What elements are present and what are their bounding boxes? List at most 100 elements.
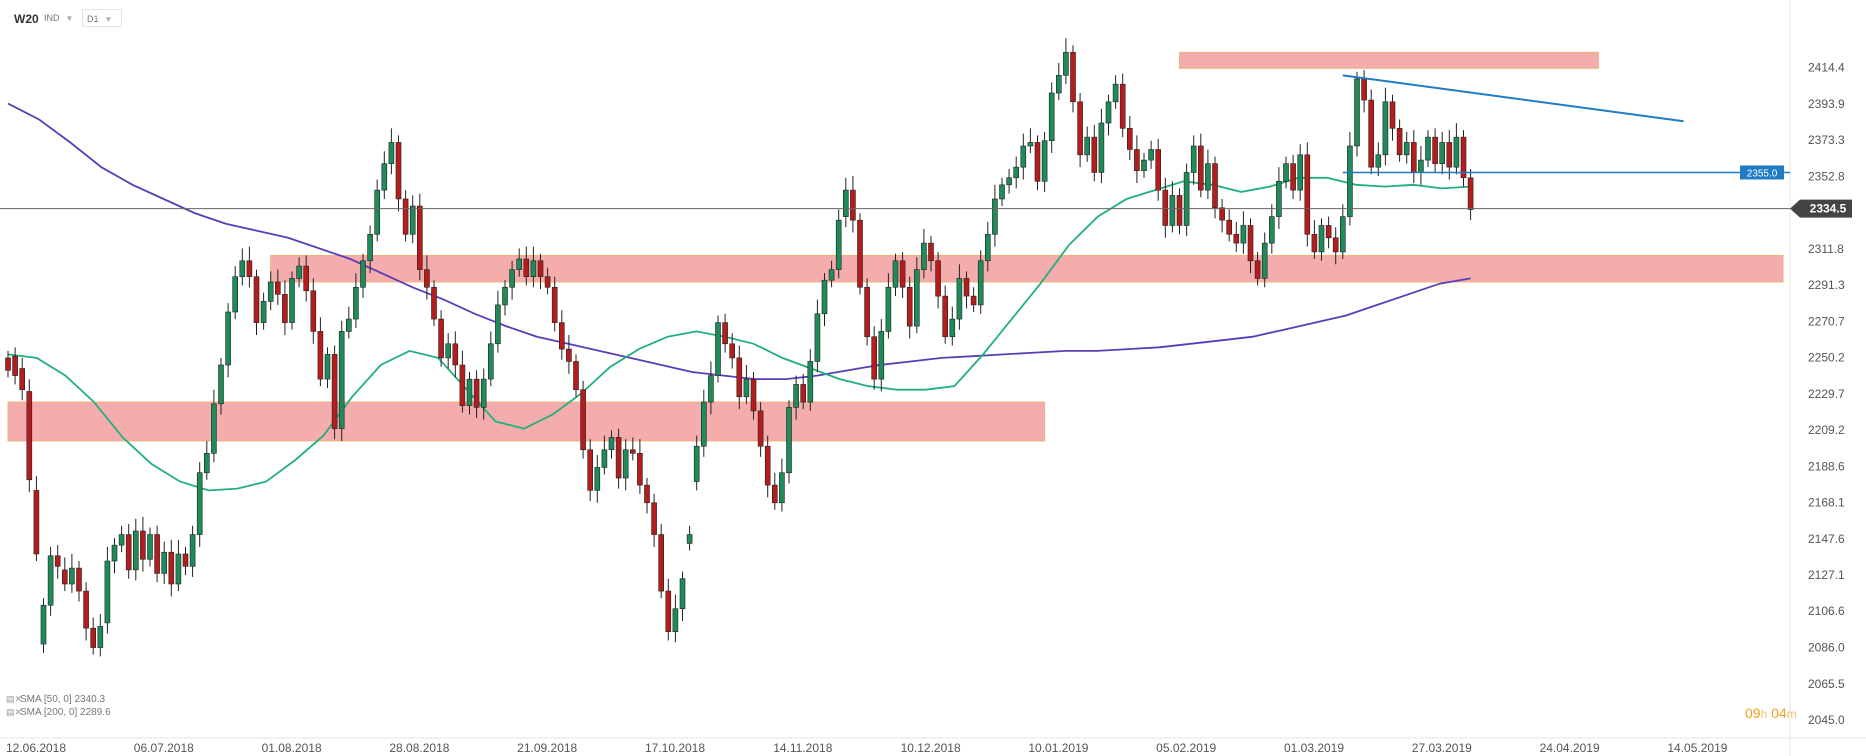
candle[interactable] <box>395 135 402 212</box>
candle[interactable] <box>793 375 799 420</box>
candle[interactable] <box>1467 168 1474 221</box>
instrument-type-dropdown[interactable]: IND ▼ <box>40 9 78 27</box>
candle[interactable] <box>1332 227 1339 265</box>
candle[interactable] <box>928 236 934 272</box>
candle[interactable] <box>310 278 317 344</box>
candle[interactable] <box>1056 62 1062 101</box>
candle[interactable] <box>629 437 636 461</box>
candle[interactable] <box>1290 154 1296 199</box>
candle[interactable] <box>800 373 807 410</box>
candle[interactable] <box>644 478 650 514</box>
candle[interactable] <box>353 273 359 328</box>
candle[interactable] <box>1418 145 1424 185</box>
candle[interactable] <box>1155 138 1161 201</box>
candle[interactable] <box>899 251 906 298</box>
candle[interactable] <box>864 278 870 346</box>
candle[interactable] <box>26 379 33 493</box>
candle[interactable] <box>786 400 792 484</box>
candle[interactable] <box>83 582 89 641</box>
candle[interactable] <box>1205 149 1211 199</box>
candle[interactable] <box>814 299 821 373</box>
candle[interactable] <box>1041 131 1048 192</box>
candle[interactable] <box>317 317 324 387</box>
candle[interactable] <box>161 541 167 584</box>
candle[interactable] <box>90 617 96 655</box>
candle[interactable] <box>708 361 714 415</box>
candle[interactable] <box>452 331 459 378</box>
indicator-legend-sma200[interactable]: ▤✕SMA [200, 0] 2289.6 <box>6 706 111 719</box>
timeframe-dropdown[interactable]: D1 ▼ <box>82 9 122 27</box>
candle[interactable] <box>942 285 949 344</box>
candle[interactable] <box>956 264 963 330</box>
candle[interactable] <box>175 539 182 592</box>
candle[interactable] <box>246 246 253 288</box>
candle[interactable] <box>1446 130 1453 180</box>
candle[interactable] <box>1354 71 1360 157</box>
candle[interactable] <box>970 287 977 312</box>
candle[interactable] <box>438 310 444 367</box>
candle[interactable] <box>608 430 615 459</box>
candle[interactable] <box>480 368 487 420</box>
sma50-line[interactable] <box>7 176 1471 492</box>
candle[interactable] <box>502 280 508 316</box>
trendline[interactable] <box>1342 74 1684 123</box>
candle[interactable] <box>1432 128 1438 173</box>
candle[interactable] <box>1063 38 1069 85</box>
sr-zone-1[interactable] <box>270 254 1784 283</box>
candle[interactable] <box>154 525 160 583</box>
candle[interactable] <box>821 273 828 327</box>
candle[interactable] <box>218 357 224 415</box>
candle[interactable] <box>1382 87 1389 166</box>
candle[interactable] <box>1375 142 1382 176</box>
candle[interactable] <box>1020 133 1027 180</box>
candle[interactable] <box>416 193 423 281</box>
candle[interactable] <box>76 561 82 602</box>
candle[interactable] <box>935 251 941 309</box>
candle[interactable] <box>360 253 366 298</box>
candle[interactable] <box>466 372 473 415</box>
candle[interactable] <box>1219 198 1225 233</box>
candle[interactable] <box>779 458 785 512</box>
candle[interactable] <box>700 389 707 457</box>
candle[interactable] <box>424 255 430 300</box>
candle[interactable] <box>871 326 878 390</box>
candle[interactable] <box>61 557 68 592</box>
candle[interactable] <box>1119 73 1126 138</box>
candle[interactable] <box>658 523 665 599</box>
candle[interactable] <box>743 364 750 404</box>
candle[interactable] <box>1283 156 1289 189</box>
candle[interactable] <box>1141 153 1147 178</box>
candle[interactable] <box>1439 131 1445 175</box>
candle[interactable] <box>842 177 849 228</box>
candle[interactable] <box>367 225 373 274</box>
candle[interactable] <box>984 221 991 272</box>
candle[interactable] <box>757 402 764 457</box>
candle[interactable] <box>807 349 814 411</box>
candle[interactable] <box>1297 144 1303 201</box>
candle[interactable] <box>686 525 693 551</box>
candle[interactable] <box>1340 204 1346 260</box>
candle[interactable] <box>1368 89 1374 175</box>
candle[interactable] <box>182 546 189 576</box>
candle[interactable] <box>204 440 210 480</box>
candle[interactable] <box>999 177 1005 207</box>
candle[interactable] <box>1389 94 1396 141</box>
candle[interactable] <box>963 271 970 309</box>
candle[interactable] <box>693 435 700 491</box>
candle[interactable] <box>1198 133 1204 198</box>
candle[interactable] <box>331 345 338 440</box>
candle[interactable] <box>445 333 452 369</box>
candle[interactable] <box>225 303 231 378</box>
candle[interactable] <box>189 525 196 577</box>
candle[interactable] <box>104 546 111 634</box>
candle[interactable] <box>1247 218 1254 274</box>
candle[interactable] <box>133 518 139 581</box>
candle[interactable] <box>1254 251 1261 286</box>
candle[interactable] <box>622 439 629 491</box>
candle[interactable] <box>1226 209 1232 242</box>
candle[interactable] <box>1077 92 1083 168</box>
candle[interactable] <box>1276 167 1282 229</box>
candle[interactable] <box>544 267 551 295</box>
candle[interactable] <box>1311 220 1318 260</box>
